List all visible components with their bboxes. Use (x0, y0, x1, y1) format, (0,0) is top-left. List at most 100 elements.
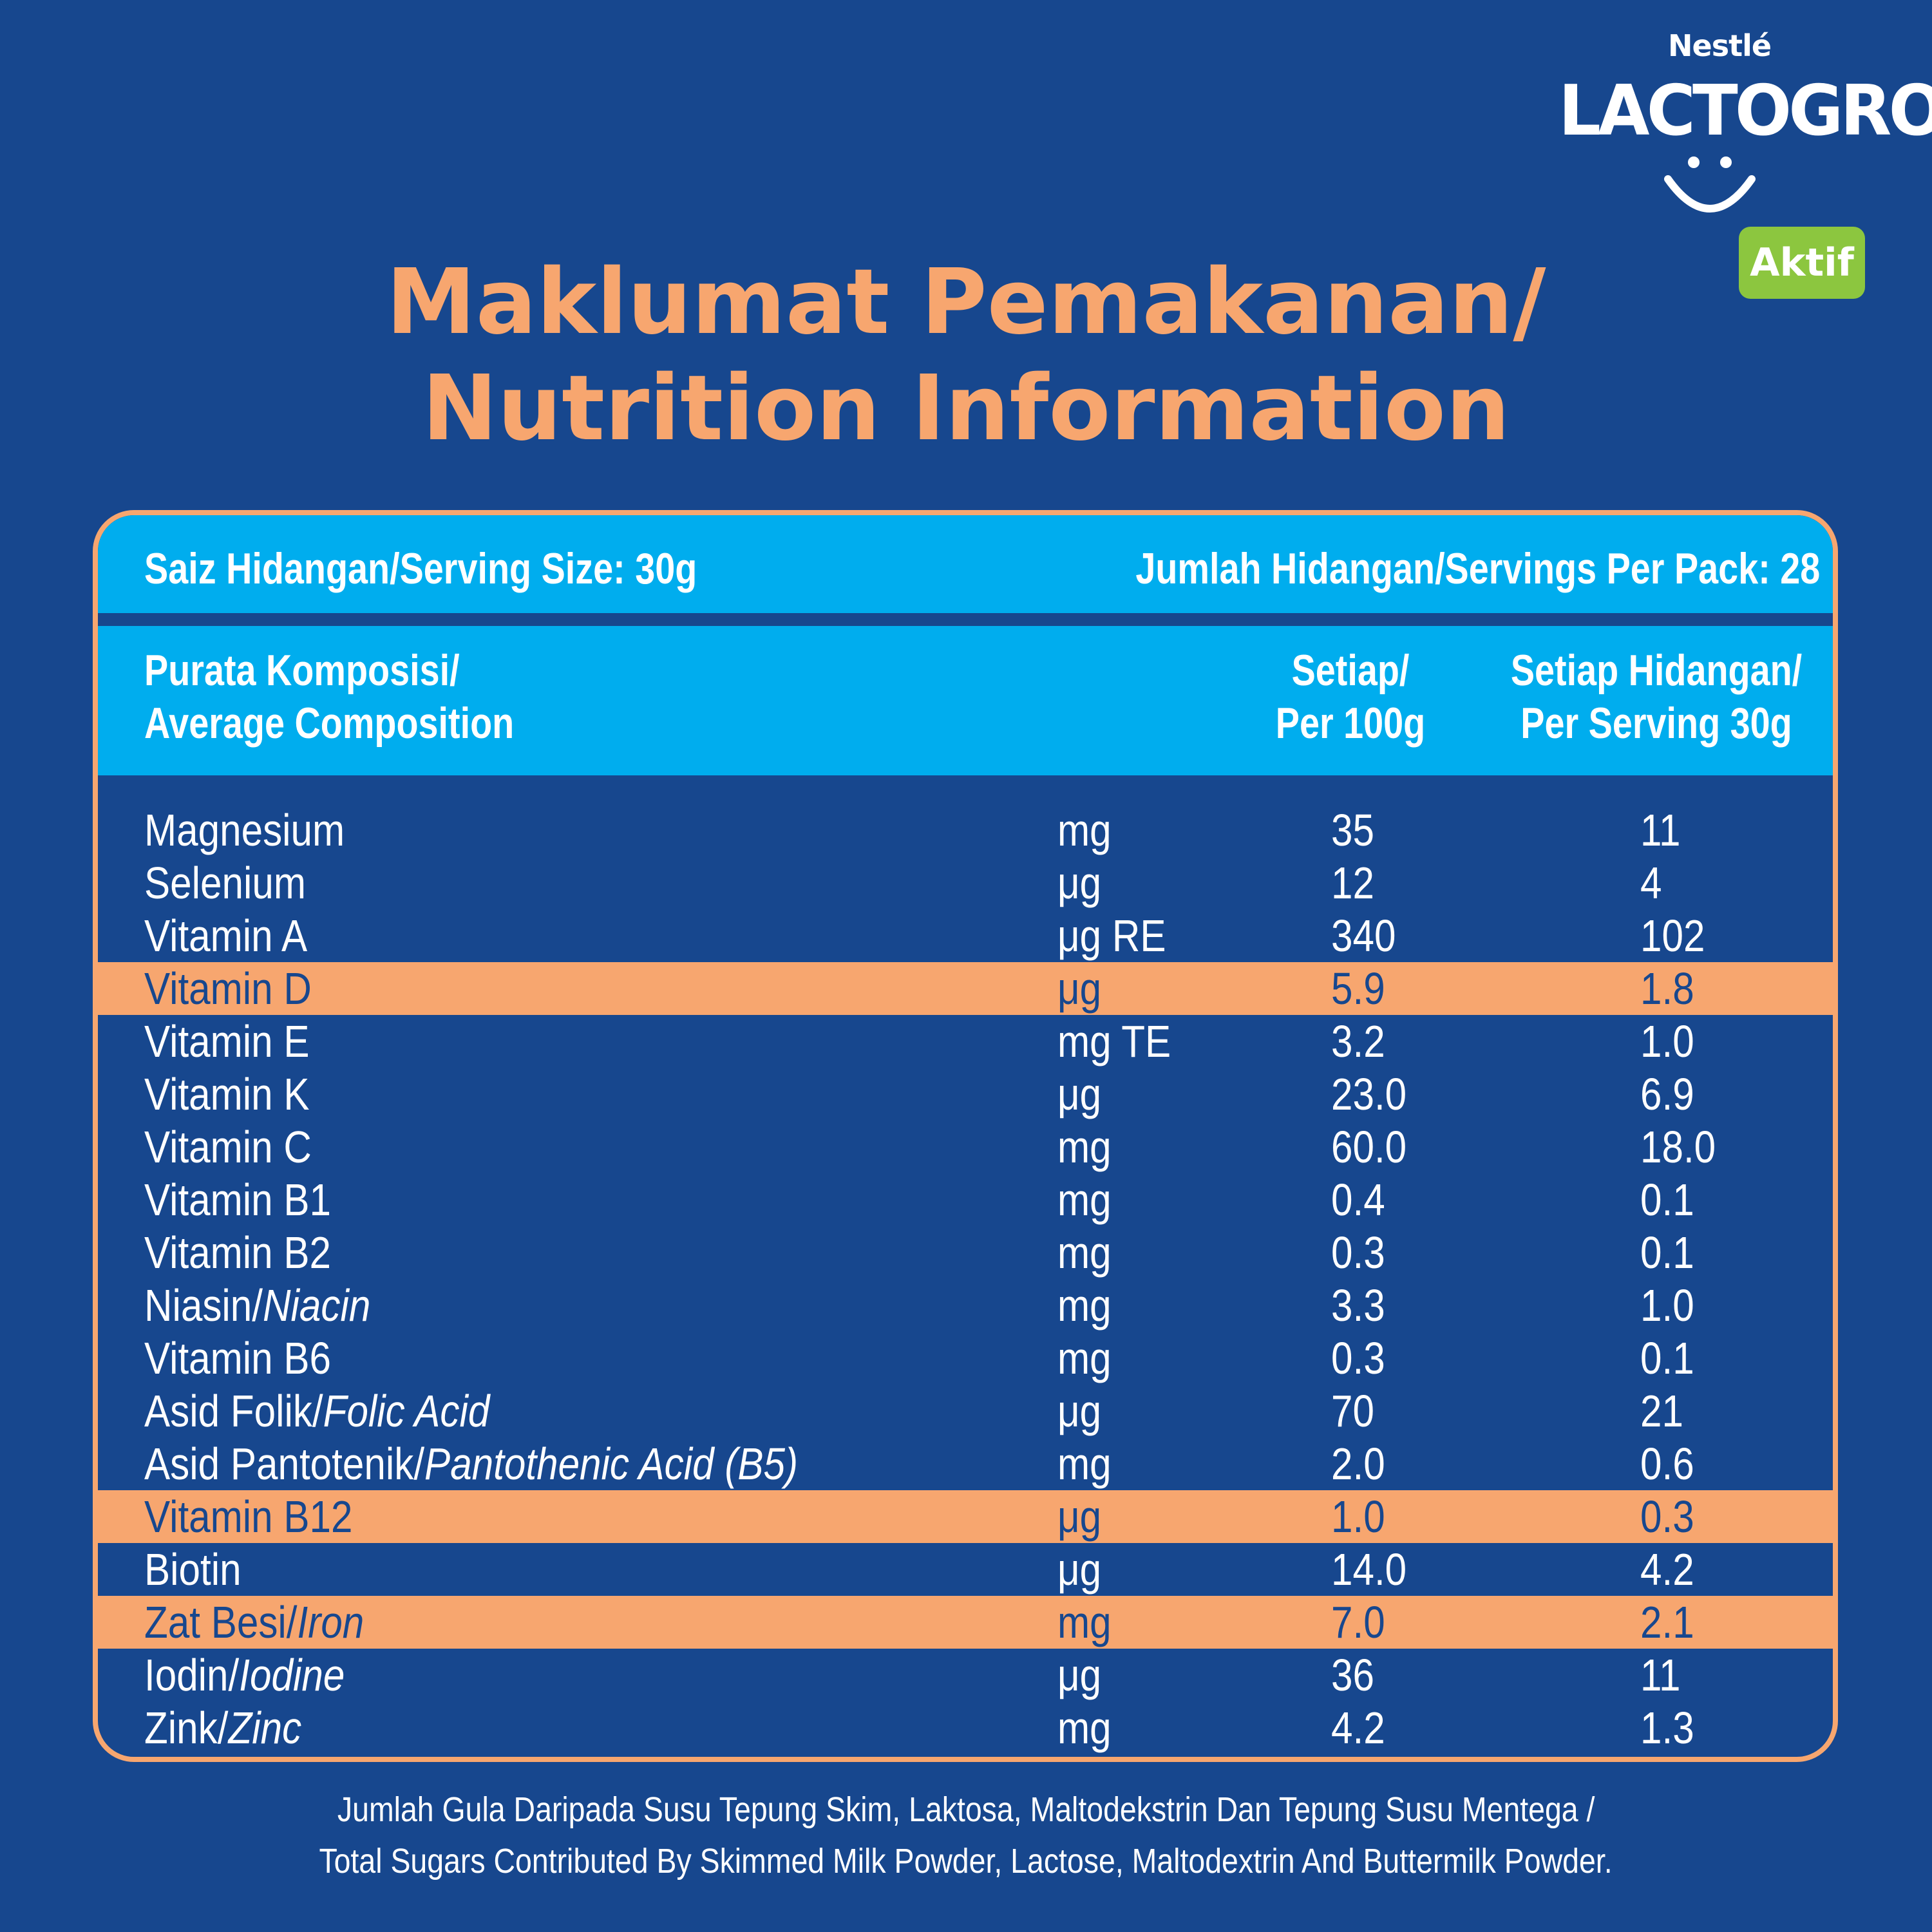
value-per-100g: 3.2 (1331, 1016, 1385, 1066)
table-row: Vitamin K μg 23.0 6.9 (98, 1068, 1833, 1121)
nutrient-name-malay: Vitamin K (144, 1069, 310, 1119)
value-per-serving: 4.2 (1640, 1544, 1694, 1595)
value-per-serving: 6.9 (1640, 1069, 1694, 1119)
nutrient-unit: μg (1057, 1492, 1102, 1542)
nutrient-unit: mg (1057, 805, 1112, 855)
value-per-serving: 1.8 (1640, 963, 1694, 1014)
value-per-100g: 14.0 (1331, 1544, 1407, 1595)
nutrition-panel: Saiz Hidangan/Serving Size: 30g Jumlah H… (93, 510, 1838, 1762)
nutrient-unit: μg (1057, 1386, 1102, 1436)
value-per-serving: 102 (1640, 911, 1705, 961)
value-per-serving: 0.1 (1640, 1175, 1694, 1225)
nutrient-name: Vitamin K (144, 1068, 310, 1121)
value-per-100g: 7.0 (1331, 1597, 1385, 1647)
value-per-serving: 1.0 (1640, 1016, 1694, 1066)
table-row: Vitamin C mg 60.0 18.0 (98, 1121, 1833, 1173)
value-per-serving: 0.1 (1640, 1333, 1694, 1383)
value-per-100g: 1.0 (1331, 1492, 1385, 1542)
nutrient-name: Asid Pantotenik/Pantothenic Acid (B5) (144, 1437, 798, 1490)
nutrient-name: Vitamin B1 (144, 1173, 331, 1226)
nutrient-unit: mg (1057, 1439, 1112, 1489)
table-header-band (98, 626, 1833, 775)
header-per-100g-line2: Per 100g (1275, 699, 1426, 748)
nutrient-name-english: Iron (297, 1597, 365, 1647)
header-per-100g: Setiap/ Per 100g (1258, 644, 1443, 750)
value-per-100g: 340 (1331, 911, 1396, 961)
nutrient-unit: μg (1057, 963, 1102, 1014)
nutrient-name: Vitamin B2 (144, 1226, 331, 1279)
table-row: Magnesium mg 35 11 (98, 804, 1833, 857)
value-per-serving: 18.0 (1640, 1122, 1716, 1172)
nutrient-name-malay: Asid Folik/ (144, 1386, 323, 1436)
table-row: Iodin/Iodine μg 36 11 (98, 1649, 1833, 1701)
nutrient-name: Vitamin D (144, 962, 312, 1015)
nutrient-unit: mg (1057, 1227, 1112, 1278)
nutrient-unit: μg RE (1057, 911, 1166, 961)
nutrient-name-malay: Vitamin B6 (144, 1333, 332, 1383)
value-per-100g: 60.0 (1331, 1122, 1407, 1172)
servings-per-pack: Jumlah Hidangan/Servings Per Pack: 28 (1135, 544, 1820, 593)
smile-icon (1664, 156, 1756, 213)
header-composition-line2: Average Composition (144, 699, 515, 748)
serving-band: Saiz Hidangan/Serving Size: 30g Jumlah H… (98, 515, 1833, 613)
nutrient-name: Zink/Zinc (144, 1701, 301, 1754)
nutrient-unit: μg (1057, 1650, 1102, 1700)
nutrient-unit: μg (1057, 1544, 1102, 1595)
nutrient-unit: mg (1057, 1280, 1112, 1331)
header-composition-line1: Purata Komposisi/ (144, 646, 460, 695)
aktif-badge: Aktif (1739, 227, 1865, 299)
value-per-serving: 0.1 (1640, 1227, 1694, 1278)
value-per-serving: 21 (1640, 1386, 1683, 1436)
table-row: Vitamin B1 mg 0.4 0.1 (98, 1173, 1833, 1226)
table-row: Asid Folik/Folic Acid μg 70 21 (98, 1385, 1833, 1437)
nutrient-name: Niasin/Niacin (144, 1279, 370, 1332)
nutrient-name-malay: Magnesium (144, 805, 345, 855)
serving-size: Saiz Hidangan/Serving Size: 30g (144, 544, 697, 593)
nutrient-name-malay: Vitamin B2 (144, 1227, 332, 1278)
brand-logo: Nestlé LACTOGROW Aktif (1546, 26, 1932, 309)
nutrient-name-english: Iodine (239, 1650, 345, 1700)
value-per-100g: 36 (1331, 1650, 1374, 1700)
nestle-wordmark: Nestlé (1668, 28, 1772, 63)
table-row: Niasin/Niacin mg 3.3 1.0 (98, 1279, 1833, 1332)
table-row: Vitamin D μg 5.9 1.8 (98, 962, 1833, 1015)
nutrient-name: Vitamin A (144, 909, 307, 962)
nutrient-name-malay: Vitamin A (144, 911, 308, 961)
nutrient-unit: mg (1057, 1597, 1112, 1647)
nutrient-rows: Magnesium mg 35 11 Selenium μg 12 4 Vitamin A μg … (98, 804, 1833, 1754)
value-per-serving: 2.1 (1640, 1597, 1694, 1647)
table-row: Asid Pantotenik/Pantothenic Acid (B5) mg 2… (98, 1437, 1833, 1490)
nutrient-unit: mg TE (1057, 1016, 1171, 1066)
value-per-serving: 4 (1640, 858, 1662, 908)
nutrient-name-malay: Vitamin C (144, 1122, 312, 1172)
nutrient-name: Biotin (144, 1543, 242, 1596)
table-row: Vitamin B6 mg 0.3 0.1 (98, 1332, 1833, 1385)
lactogrow-wordmark: LACTOGROW (1558, 71, 1932, 151)
value-per-100g: 2.0 (1331, 1439, 1385, 1489)
value-per-100g: 35 (1331, 805, 1374, 855)
nutrient-name-malay: Vitamin D (144, 963, 312, 1014)
nutrient-unit: mg (1057, 1703, 1112, 1753)
nutrient-name-malay: Zink/ (144, 1703, 229, 1753)
value-per-100g: 5.9 (1331, 963, 1385, 1014)
nutrient-name-english: Zinc (228, 1703, 302, 1753)
value-per-serving: 11 (1640, 805, 1681, 855)
value-per-serving: 1.3 (1640, 1703, 1694, 1753)
page-title-line2: Nutrition Information (422, 356, 1510, 461)
nutrient-name-malay: Zat Besi/ (144, 1597, 298, 1647)
nutrient-unit: μg (1057, 858, 1102, 908)
nutrient-name-malay: Vitamin B1 (144, 1175, 332, 1225)
nutrient-name: Selenium (144, 857, 306, 909)
nutrient-name-english: Niacin (263, 1280, 371, 1331)
nutrient-name-malay: Selenium (144, 858, 306, 908)
nutrient-name-malay: Biotin (144, 1544, 242, 1595)
value-per-100g: 0.3 (1331, 1227, 1385, 1278)
nutrient-name: Vitamin B12 (144, 1490, 352, 1543)
table-row: Vitamin B12 μg 1.0 0.3 (98, 1490, 1833, 1543)
nutrient-name-malay: Niasin/ (144, 1280, 263, 1331)
value-per-100g: 0.3 (1331, 1333, 1385, 1383)
table-row: Zink/Zinc mg 4.2 1.3 (98, 1701, 1833, 1754)
nutrient-name: Asid Folik/Folic Acid (144, 1385, 489, 1437)
nutrient-name: Vitamin C (144, 1121, 312, 1173)
nutrient-name-malay: Iodin/ (144, 1650, 240, 1700)
